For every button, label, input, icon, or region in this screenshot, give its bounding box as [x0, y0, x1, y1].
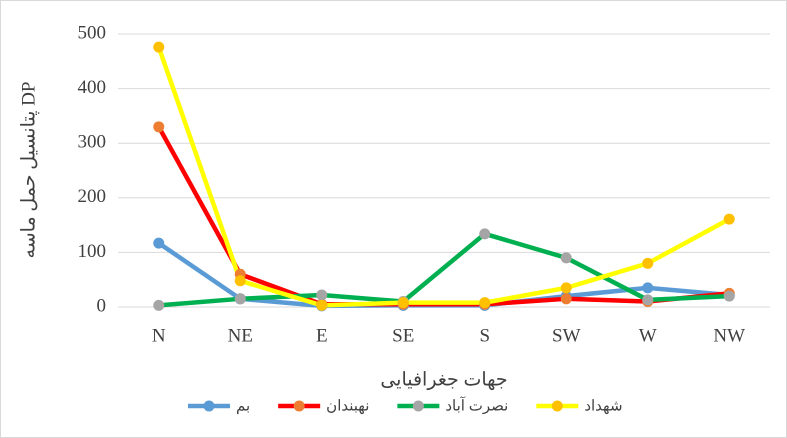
series-marker	[153, 41, 165, 53]
x-tick-label: NE	[228, 325, 253, 346]
series-marker	[153, 299, 165, 311]
series-marker	[723, 290, 735, 302]
y-tick-label: 400	[78, 77, 107, 98]
legend-label: بم	[236, 398, 250, 414]
series-marker	[560, 252, 572, 264]
y-tick-label: 100	[78, 241, 107, 262]
series-marker	[723, 213, 735, 225]
series-marker	[642, 282, 654, 294]
y-tick-label: 300	[78, 132, 107, 153]
series-marker	[560, 293, 572, 305]
series-marker	[397, 297, 409, 309]
series-marker	[316, 289, 328, 301]
series-marker	[642, 257, 654, 269]
legend-label: نهبندان	[326, 398, 369, 414]
x-axis-label: جهات جغرافیایی	[380, 369, 507, 390]
legend-marker	[412, 400, 424, 412]
legend-marker	[293, 400, 305, 412]
series-marker	[479, 297, 491, 309]
series-marker	[642, 294, 654, 306]
series-marker	[560, 282, 572, 294]
series-marker	[234, 275, 246, 287]
legend-marker	[551, 400, 563, 412]
y-axis-label: پتانسیل حمل ماسه DP	[18, 82, 39, 259]
y-tick-label: 200	[78, 186, 107, 207]
x-tick-label: E	[316, 325, 328, 346]
legend-label: نصرت آباد	[445, 396, 508, 414]
x-tick-label: S	[479, 325, 490, 346]
legend-label: شهداد	[584, 398, 622, 414]
series-marker	[153, 121, 165, 133]
series-marker	[153, 237, 165, 249]
y-tick-label: 500	[78, 22, 107, 43]
series-line	[158, 231, 730, 308]
series-marker	[316, 299, 328, 311]
x-tick-label: NW	[713, 325, 745, 346]
x-tick-label: SE	[392, 325, 414, 346]
series-line	[156, 46, 731, 308]
y-tick-label: 0	[97, 295, 107, 316]
x-tick-label: W	[639, 325, 657, 346]
series-marker	[234, 293, 246, 305]
series-marker	[479, 228, 491, 240]
x-tick-label: SW	[552, 325, 581, 346]
x-tick-label: N	[152, 325, 166, 346]
legend-marker	[203, 400, 215, 412]
